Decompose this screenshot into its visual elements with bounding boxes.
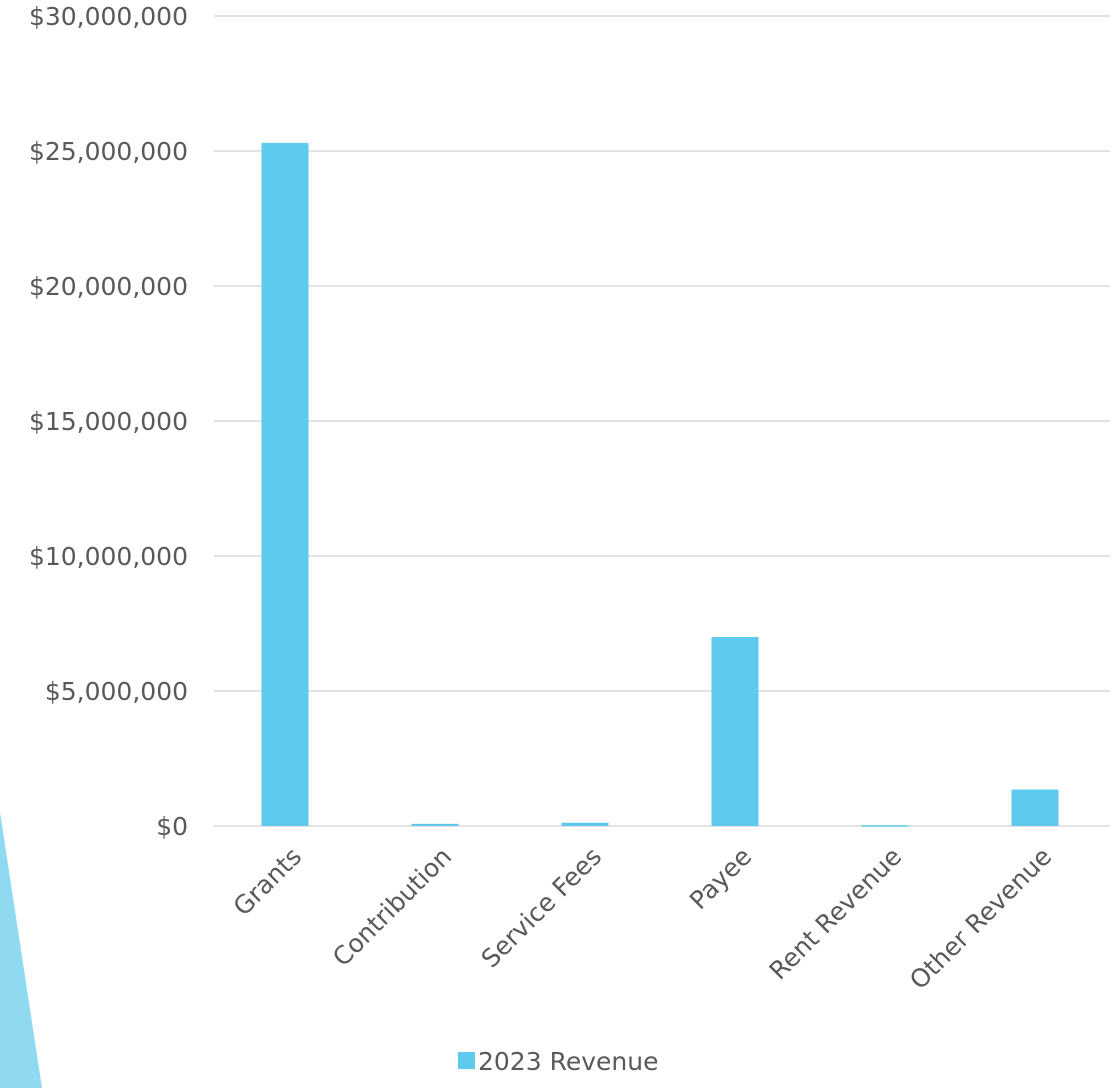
y-axis-tick-labels: $0 $5,000,000 $10,000,000 $15,000,000 $20,00… <box>29 2 188 841</box>
y-tick-label: $25,000,000 <box>29 137 188 166</box>
y-tick-label: $10,000,000 <box>29 542 188 571</box>
decorative-accent-shape <box>0 812 42 1088</box>
gridlines <box>214 15 1110 827</box>
bar-contribution <box>411 823 459 826</box>
bar-grants <box>261 142 309 826</box>
y-tick-label: $20,000,000 <box>29 272 188 301</box>
bar-payee <box>711 637 759 826</box>
y-tick-label: $0 <box>156 812 188 841</box>
y-tick-label: $30,000,000 <box>29 2 188 31</box>
bar-rent-revenue <box>861 825 909 827</box>
legend-swatch <box>458 1052 475 1069</box>
x-category-label: Contribution <box>327 842 457 972</box>
x-category-label: Other Revenue <box>904 842 1057 995</box>
bar-service-fees <box>561 822 609 826</box>
legend-label: 2023 Revenue <box>478 1047 658 1076</box>
x-category-label: Rent Revenue <box>764 842 908 986</box>
x-category-label: Service Fees <box>476 842 608 974</box>
x-axis-category-labels: Grants Contribution Service Fees Payee Rent … <box>228 842 1058 995</box>
legend: 2023 Revenue <box>458 1047 658 1076</box>
bar-other-revenue <box>1011 789 1059 826</box>
x-category-label: Grants <box>228 842 308 922</box>
y-tick-label: $5,000,000 <box>45 677 188 706</box>
bars <box>261 142 1059 827</box>
x-category-label: Payee <box>684 842 757 915</box>
y-tick-label: $15,000,000 <box>29 407 188 436</box>
